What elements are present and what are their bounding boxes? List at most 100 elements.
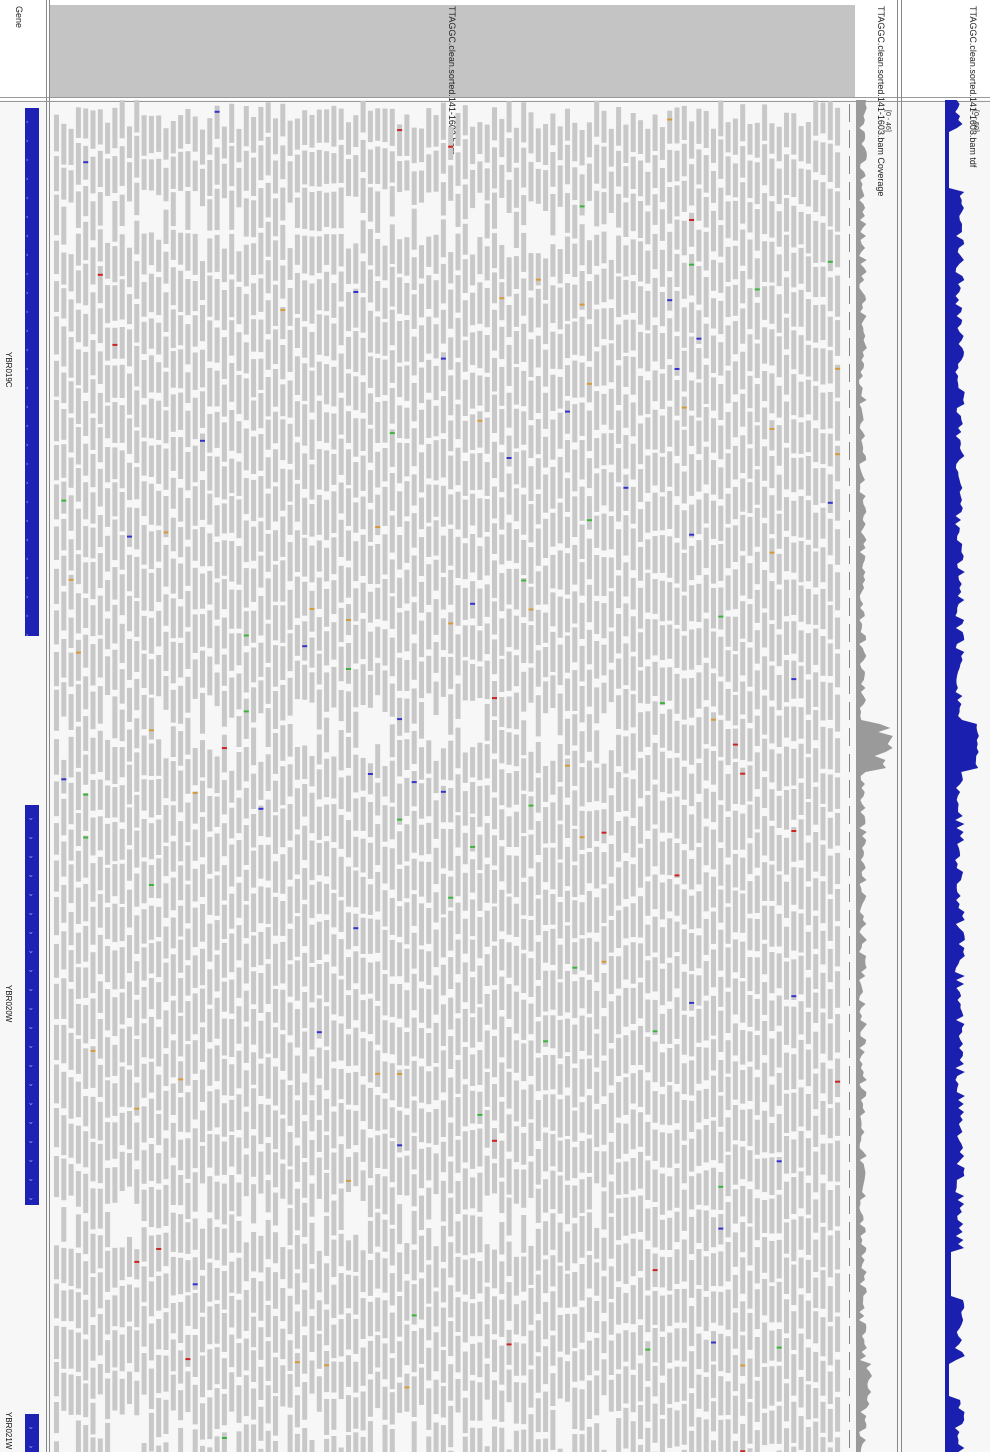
read[interactable]	[207, 610, 213, 649]
read[interactable]	[265, 927, 271, 960]
read[interactable]	[360, 618, 366, 660]
read[interactable]	[718, 225, 724, 257]
read[interactable]	[689, 974, 695, 1011]
read[interactable]	[316, 279, 322, 311]
read[interactable]	[141, 615, 147, 651]
read[interactable]	[470, 581, 476, 619]
read[interactable]	[280, 1288, 286, 1322]
read[interactable]	[375, 626, 381, 658]
read[interactable]	[338, 1447, 344, 1452]
read[interactable]	[178, 1214, 184, 1253]
read[interactable]	[652, 999, 658, 1035]
read[interactable]	[207, 1091, 213, 1131]
read[interactable]	[784, 536, 789, 572]
read[interactable]	[141, 947, 147, 981]
read[interactable]	[192, 352, 198, 390]
read[interactable]	[791, 330, 797, 370]
read[interactable]	[287, 804, 293, 841]
read[interactable]	[820, 547, 826, 583]
read[interactable]	[90, 906, 96, 945]
read[interactable]	[419, 497, 424, 530]
read[interactable]	[740, 1301, 746, 1332]
read[interactable]	[294, 576, 300, 619]
read[interactable]	[535, 1439, 541, 1452]
read[interactable]	[178, 1175, 184, 1206]
read[interactable]	[616, 575, 622, 609]
read[interactable]	[112, 447, 118, 480]
read[interactable]	[389, 1273, 395, 1306]
read[interactable]	[440, 1350, 446, 1383]
read[interactable]	[462, 1259, 468, 1295]
read[interactable]	[382, 1020, 388, 1054]
read[interactable]	[360, 917, 366, 954]
read[interactable]	[776, 1405, 782, 1444]
read[interactable]	[791, 1054, 797, 1090]
read[interactable]	[703, 748, 709, 781]
read[interactable]	[83, 884, 89, 922]
read[interactable]	[141, 481, 147, 517]
read[interactable]	[265, 578, 271, 620]
read[interactable]	[594, 897, 600, 933]
read[interactable]	[601, 888, 607, 923]
read[interactable]	[440, 1141, 446, 1173]
read[interactable]	[75, 771, 81, 810]
read[interactable]	[506, 435, 512, 467]
read[interactable]	[200, 988, 205, 1023]
read[interactable]	[54, 1108, 59, 1148]
read[interactable]	[827, 728, 833, 770]
read[interactable]	[382, 1061, 388, 1094]
read[interactable]	[462, 1351, 468, 1391]
read[interactable]	[258, 1281, 264, 1321]
read[interactable]	[61, 1024, 67, 1064]
read[interactable]	[273, 160, 278, 194]
read[interactable]	[389, 151, 395, 183]
read[interactable]	[360, 1038, 366, 1077]
read[interactable]	[499, 939, 505, 971]
read[interactable]	[287, 928, 293, 961]
read[interactable]	[185, 324, 191, 365]
read[interactable]	[718, 505, 724, 541]
read[interactable]	[148, 1235, 154, 1278]
read[interactable]	[324, 841, 330, 877]
read[interactable]	[681, 850, 687, 885]
read[interactable]	[827, 101, 833, 141]
read[interactable]	[608, 1001, 614, 1043]
read[interactable]	[251, 1277, 257, 1313]
read[interactable]	[470, 625, 476, 660]
read[interactable]	[309, 756, 315, 787]
read[interactable]	[251, 243, 257, 275]
read[interactable]	[667, 962, 673, 1002]
read[interactable]	[594, 473, 600, 512]
read[interactable]	[550, 113, 556, 146]
read[interactable]	[367, 310, 373, 353]
read[interactable]	[754, 384, 760, 423]
read[interactable]	[616, 658, 622, 689]
gene-panel-divider[interactable]	[46, 0, 47, 1452]
read[interactable]	[302, 904, 308, 947]
read[interactable]	[565, 1361, 570, 1402]
read[interactable]	[273, 198, 278, 237]
read[interactable]	[302, 1031, 308, 1074]
read[interactable]	[543, 1055, 549, 1091]
read[interactable]	[528, 667, 534, 703]
read[interactable]	[608, 343, 614, 383]
read[interactable]	[75, 1420, 81, 1452]
read[interactable]	[367, 998, 373, 1035]
read[interactable]	[221, 579, 227, 610]
read[interactable]	[572, 1434, 578, 1452]
read[interactable]	[572, 1272, 578, 1307]
read[interactable]	[762, 327, 768, 364]
read[interactable]	[492, 906, 497, 942]
read[interactable]	[820, 1143, 826, 1175]
read[interactable]	[148, 743, 154, 777]
read[interactable]	[521, 794, 527, 833]
read[interactable]	[170, 229, 176, 260]
read[interactable]	[273, 780, 278, 813]
read[interactable]	[273, 1232, 278, 1264]
read[interactable]	[499, 119, 505, 158]
read[interactable]	[127, 935, 132, 973]
read[interactable]	[346, 1395, 351, 1432]
read[interactable]	[221, 904, 227, 939]
read[interactable]	[338, 438, 344, 475]
read[interactable]	[535, 941, 541, 980]
